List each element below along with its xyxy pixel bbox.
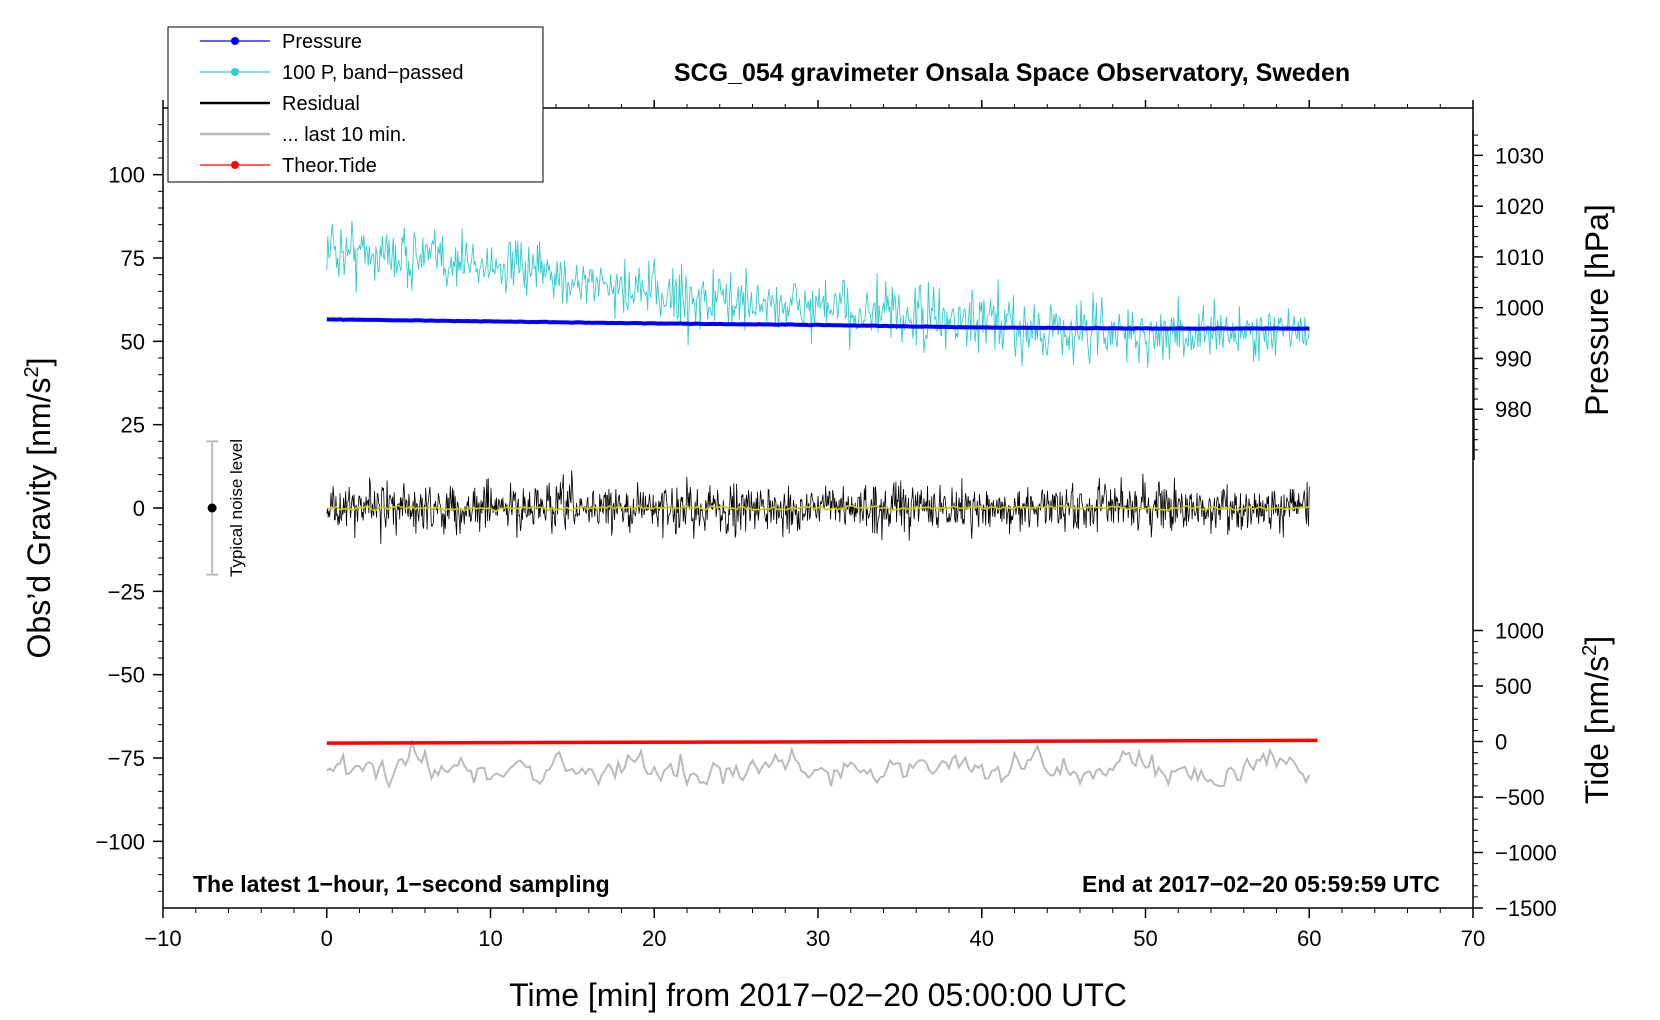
y-axis-title-tide-sup: 2	[1579, 645, 1601, 656]
legend-label: Residual	[282, 93, 360, 115]
x-tick-label: 50	[1133, 926, 1157, 951]
pressure-tick-label: 1000	[1495, 296, 1544, 321]
legend-label: ... last 10 min.	[282, 124, 407, 146]
y-tick-label: 100	[108, 163, 145, 188]
series-layer	[326, 220, 1318, 790]
y-tick-label: −75	[108, 746, 145, 771]
tide-tick-label: −1000	[1495, 841, 1557, 866]
y-axis-ticks-tide: −1500 −1000 −500 0 500 1000	[1473, 619, 1557, 921]
y-tick-label: 50	[121, 329, 145, 354]
footer-left-note: The latest 1−hour, 1−second sampling	[193, 871, 610, 897]
legend-label: Pressure	[282, 31, 362, 53]
footer-right-note: End at 2017−02−20 05:59:59 UTC	[1082, 871, 1440, 897]
y-axis-ticks-pressure: 980 990 1000 1010 1020 1030	[1472, 129, 1544, 461]
x-tick-label: 20	[642, 926, 666, 951]
legend: Pressure 100 P, band−passed Residual ... la…	[167, 26, 544, 183]
y-axis-title-pressure: Pressure [hPa]	[1579, 204, 1615, 416]
pressure-axis-line	[1472, 129, 1475, 461]
legend-box	[167, 26, 544, 183]
pressure-tick-label: 1020	[1495, 194, 1544, 219]
x-tick-label: 70	[1461, 926, 1485, 951]
y-tick-label: −100	[95, 829, 145, 854]
y-axis-title-left-end: ]	[21, 358, 57, 367]
noise-level-label: Typical noise level	[227, 439, 246, 577]
x-tick-label: 40	[970, 926, 994, 951]
y-axis-title-left-sup: 2	[21, 366, 43, 377]
series-pressure	[326, 317, 1310, 331]
legend-marker	[231, 161, 239, 169]
tide-tick-label: 500	[1495, 674, 1532, 699]
x-axis-title: Time [min] from 2017−02−20 05:00:00 UTC	[509, 977, 1127, 1013]
pressure-tick-label: 990	[1495, 346, 1532, 371]
x-tick-label: 60	[1297, 926, 1321, 951]
y-tick-label: 25	[121, 413, 145, 438]
legend-marker	[231, 37, 239, 45]
series-theoretical-tide	[326, 738, 1318, 745]
legend-marker	[231, 68, 239, 76]
x-tick-label: 10	[478, 926, 502, 951]
y-axis-title-left-main: Obs’d Gravity [nm/s	[21, 378, 57, 659]
y-axis-ticks-left: −100 −75 −50 −25 0 25 50 75 100	[95, 124, 163, 892]
y-tick-label: −50	[108, 663, 145, 688]
x-tick-label: −10	[144, 926, 181, 951]
y-axis-title-tide-end: ]	[1579, 636, 1615, 645]
tide-tick-label: 0	[1495, 730, 1507, 755]
y-tick-label: −25	[108, 579, 145, 604]
y-axis-title-left: Obs’d Gravity [nm/s2]	[21, 358, 57, 659]
noise-center-dot	[207, 503, 217, 513]
tide-tick-label: −1500	[1495, 896, 1557, 921]
series-residual-smoothed	[326, 504, 1310, 513]
tide-tick-label: −500	[1495, 785, 1545, 810]
series-bandpassed-pressure	[326, 220, 1310, 368]
pressure-tick-label: 1030	[1495, 143, 1544, 168]
x-tick-label: 30	[806, 926, 830, 951]
x-tick-label: 0	[321, 926, 333, 951]
noise-level-indicator: Typical noise level	[206, 439, 246, 577]
series-last-10-min	[326, 740, 1311, 790]
y-axis-title-tide: Tide [nm/s2]	[1579, 636, 1615, 804]
y-tick-label: 0	[133, 496, 145, 521]
series-residual	[326, 470, 1310, 545]
pressure-tick-label: 980	[1495, 397, 1532, 422]
x-axis-ticks: −10 0 10 20 30 40 50 60 70	[144, 100, 1485, 951]
chart-title: SCG_054 gravimeter Onsala Space Observat…	[674, 59, 1350, 87]
legend-label: Theor.Tide	[282, 155, 377, 177]
y-tick-label: 75	[121, 246, 145, 271]
legend-label: 100 P, band−passed	[282, 62, 463, 84]
y-axis-title-tide-main: Tide [nm/s	[1579, 656, 1615, 804]
tide-tick-label: 1000	[1495, 619, 1544, 644]
pressure-tick-label: 1010	[1495, 245, 1544, 270]
